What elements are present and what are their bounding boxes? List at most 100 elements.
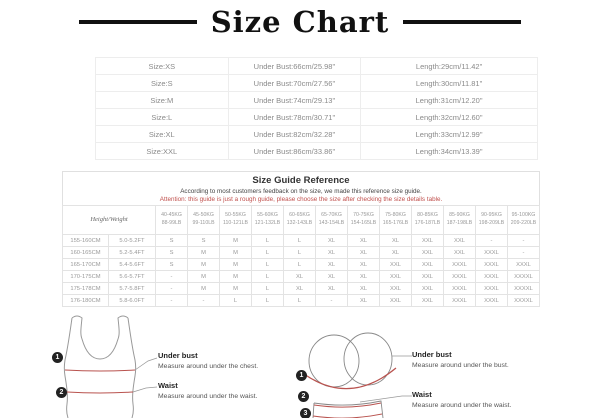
size-cell: Size:S (95, 74, 229, 92)
underbust-callout-right: Under bust Measure around under the bust… (412, 350, 509, 369)
guide-size-cell: XXXL (443, 270, 476, 283)
length-cell: Length:33cm/12.99" (360, 125, 538, 143)
weight-lb: 110-121LB (223, 220, 248, 226)
guide-corner-header: Height/Weight (62, 205, 156, 235)
guide-size-cell: - (155, 282, 188, 295)
under-bust-cell: Under Bust:74cm/29.13" (227, 91, 362, 109)
guide-size-cell: XXXL (475, 258, 508, 271)
guide-size-cell: - (475, 234, 508, 247)
weight-lb: 165-176LB (382, 220, 409, 226)
guide-size-cell: XXL (379, 258, 412, 271)
guide-weight-header: 80-85KG 176-187LB (411, 205, 444, 235)
guide-size-cell: M (187, 282, 220, 295)
size-table-row: Size:XXL Under Bust:86cm/33.86" Length:34c… (95, 142, 538, 160)
guide-size-cell: L (251, 282, 284, 295)
guide-row: 170-175CM 5.6-5.7FT - M M L XL XL XL XXL XXL XXXL XX… (62, 270, 540, 283)
weight-kg: 60-65KG (289, 212, 310, 219)
guide-weight-header: 45-50KG 99-110LB (187, 205, 220, 235)
weight-lb: 187-198LB (446, 220, 473, 226)
size-guide-note: According to most customers feedback on … (180, 188, 422, 195)
size-table-row: Size:M Under Bust:74cm/29.13" Length:31cm/… (95, 91, 538, 109)
under-bust-cell: Under Bust:66cm/25.98" (227, 57, 362, 75)
guide-size-cell: L (283, 234, 316, 247)
waistband-top-line (313, 402, 382, 408)
size-table-row: Size:XS Under Bust:66cm/25.98" Length:29cm… (95, 57, 538, 75)
guide-row: 165-170CM 5.4-5.6FT S M M L L XL XL XXL XXL XXXL XXX… (62, 258, 540, 271)
guide-weight-header: 65-70KG 143-154LB (315, 205, 348, 235)
weight-kg: 70-75KG (353, 212, 374, 219)
weight-lb: 209-220LB (510, 220, 537, 226)
weight-kg: 50-55KG (225, 212, 246, 219)
guide-size-cell: XXL (411, 246, 444, 259)
guide-weight-header: 75-80KG 165-176LB (379, 205, 412, 235)
bra-underbust-line (303, 367, 397, 390)
height-ft-cell: 5.6-5.7FT (108, 270, 156, 283)
guide-size-cell: XL (347, 270, 380, 283)
guide-size-cell: XL (379, 246, 412, 259)
guide-size-cell: XXL (443, 246, 476, 259)
guide-size-cell: XXXL (443, 282, 476, 295)
guide-size-cell: L (283, 258, 316, 271)
guide-size-cell: XXL (411, 282, 444, 295)
guide-size-cell: L (283, 246, 316, 259)
size-guide-title: Size Guide Reference (252, 175, 350, 186)
size-cell: Size:XL (95, 125, 229, 143)
guide-size-cell: XXXL (475, 270, 508, 283)
weight-kg: 80-85KG (417, 212, 438, 219)
guide-row: 155-160CM 5.0-5.2FT S S M L L XL XL XL XXL XXL - - (62, 234, 540, 247)
guide-size-cell: XXL (411, 294, 444, 307)
height-ft-cell: 5.0-5.2FT (108, 234, 156, 247)
size-guide-section: Size Guide Reference According to most c… (62, 171, 540, 307)
under-bust-cell: Under Bust:82cm/32.28" (227, 125, 362, 143)
waist-label: Waist (158, 381, 178, 390)
guide-size-cell: XXL (379, 270, 412, 283)
guide-weight-header: 40-45KG 88-99LB (155, 205, 188, 235)
guide-size-cell: - (155, 270, 188, 283)
weight-kg: 65-70KG (321, 212, 342, 219)
callout-circle-3-right: 3 (300, 408, 311, 418)
tank-top-diagram (63, 315, 158, 418)
size-guide-warning: Attention: this guide is just a rough gu… (159, 196, 443, 203)
guide-size-cell: XXL (411, 270, 444, 283)
size-cell: Size:XS (95, 57, 229, 75)
bra-diagram (303, 332, 412, 418)
size-table-row: Size:L Under Bust:78cm/30.71" Length:32cm/… (95, 108, 538, 126)
guide-size-cell: L (251, 258, 284, 271)
guide-weight-header: 95-100KG 209-220LB (507, 205, 540, 235)
guide-size-cell: XXXXL (507, 282, 540, 295)
guide-table-body: 155-160CM 5.0-5.2FT S S M L L XL XL XL XXL XXL - -160… (62, 234, 540, 307)
guide-size-cell: XXXL (443, 294, 476, 307)
guide-size-cell: M (219, 258, 252, 271)
guide-size-cell: XXXL (507, 258, 540, 271)
guide-size-cell: L (219, 294, 252, 307)
page-title-row: Size Chart (0, 0, 600, 44)
guide-size-cell: - (507, 246, 540, 259)
callout-circle-1-left: 1 (52, 352, 63, 363)
underbust-desc-right: Measure around under the bust. (412, 362, 509, 369)
guide-size-cell: XXL (411, 234, 444, 247)
guide-size-cell: - (507, 234, 540, 247)
waist-label-right: Waist (412, 390, 432, 399)
guide-size-cell: XXL (379, 294, 412, 307)
guide-table-head: Height/Weight 40-45KG 88-99LB 45-50KG 99-110… (62, 205, 540, 235)
guide-size-cell: M (219, 282, 252, 295)
guide-size-cell: XXXXL (507, 294, 540, 307)
guide-size-cell: L (251, 234, 284, 247)
guide-size-cell: XL (315, 270, 348, 283)
weight-kg: 90-95KG (481, 212, 502, 219)
weight-lb: 198-209LB (478, 220, 505, 226)
guide-weight-header: 70-75KG 154-165LB (347, 205, 380, 235)
callout-circle-2-left: 2 (56, 387, 67, 398)
weight-lb: 154-165LB (350, 220, 377, 226)
size-table-row: Size:XL Under Bust:82cm/32.28" Length:33cm… (95, 125, 538, 143)
height-cm-cell: 176-180CM (62, 294, 109, 307)
guide-size-cell: L (251, 270, 284, 283)
length-cell: Length:32cm/12.60" (360, 108, 538, 126)
guide-size-cell: M (187, 258, 220, 271)
guide-size-cell: XL (379, 234, 412, 247)
guide-size-cell: XL (347, 294, 380, 307)
waist-desc: Measure around under the waist. (158, 393, 258, 400)
size-guide-table: Height/Weight 40-45KG 88-99LB 45-50KG 99-110… (62, 205, 540, 307)
under-bust-cell: Under Bust:70cm/27.56" (227, 74, 362, 92)
